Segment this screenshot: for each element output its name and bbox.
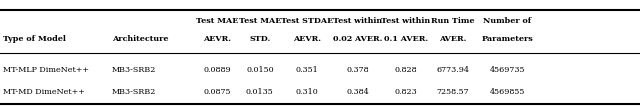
Text: 4569855: 4569855 (490, 88, 525, 96)
Text: 0.0875: 0.0875 (204, 88, 230, 96)
Text: MT-MLP DimeNet++: MT-MLP DimeNet++ (3, 66, 89, 74)
Text: Test within: Test within (381, 17, 430, 25)
Text: STD.: STD. (249, 35, 271, 43)
Text: Test MAE: Test MAE (239, 17, 281, 25)
Text: 0.1 AVER.: 0.1 AVER. (384, 35, 428, 43)
Text: 0.828: 0.828 (394, 66, 417, 74)
Text: 6773.94: 6773.94 (436, 66, 470, 74)
Text: MB3-SRB2: MB3-SRB2 (112, 88, 156, 96)
Text: 0.351: 0.351 (296, 66, 318, 74)
Text: Test MAE: Test MAE (196, 17, 238, 25)
Text: 0.0135: 0.0135 (246, 88, 274, 96)
Text: 0.0889: 0.0889 (203, 66, 231, 74)
Text: Architecture: Architecture (112, 35, 168, 43)
Text: Test within: Test within (333, 17, 382, 25)
Text: Test STDAE: Test STDAE (281, 17, 333, 25)
Text: AEVR.: AEVR. (293, 35, 321, 43)
Text: MB3-SRB2: MB3-SRB2 (112, 66, 156, 74)
Text: Type of Model: Type of Model (3, 35, 66, 43)
Text: 7258.57: 7258.57 (437, 88, 469, 96)
Text: 0.823: 0.823 (394, 88, 417, 96)
Text: AVER.: AVER. (440, 35, 467, 43)
Text: 0.378: 0.378 (346, 66, 369, 74)
Text: 0.02 AVER.: 0.02 AVER. (333, 35, 382, 43)
Text: Run Time: Run Time (431, 17, 475, 25)
Text: 0.384: 0.384 (346, 88, 369, 96)
Text: 0.0150: 0.0150 (246, 66, 274, 74)
Text: 0.310: 0.310 (296, 88, 318, 96)
Text: Parameters: Parameters (482, 35, 533, 43)
Text: MT-MD DimeNet++: MT-MD DimeNet++ (3, 88, 85, 96)
Text: AEVR.: AEVR. (203, 35, 231, 43)
Text: 4569735: 4569735 (490, 66, 525, 74)
Text: Number of: Number of (483, 17, 532, 25)
